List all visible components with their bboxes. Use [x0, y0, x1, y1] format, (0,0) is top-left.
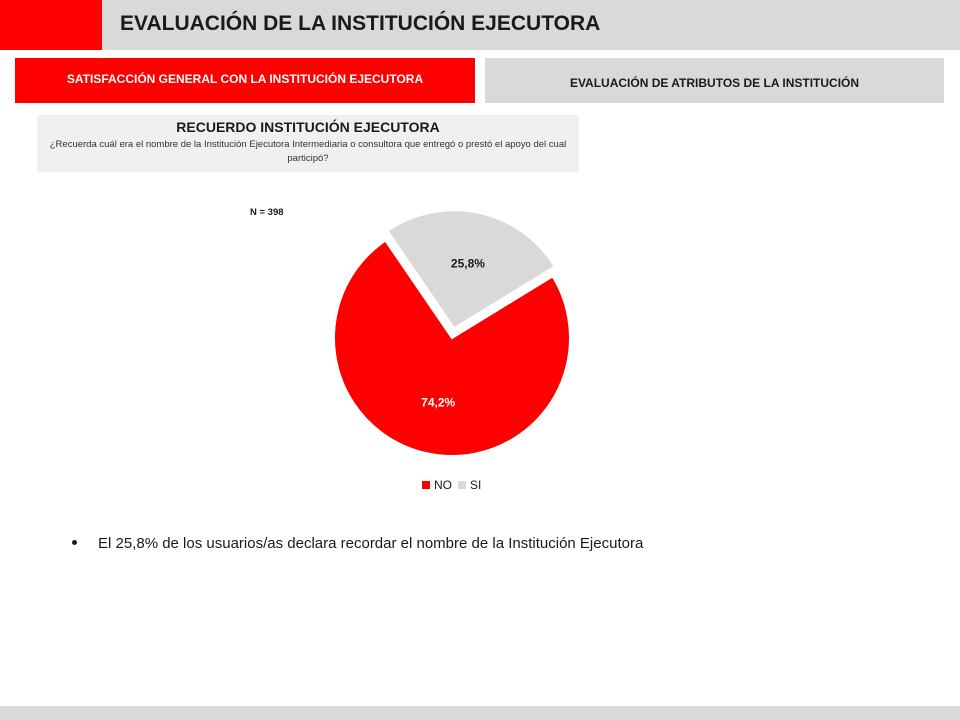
header-bar	[102, 0, 960, 50]
header-accent	[0, 0, 102, 50]
tab-evaluacion-atributos[interactable]: EVALUACIÓN DE ATRIBUTOS DE LA INSTITUCIÓ…	[485, 58, 944, 103]
question-title: RECUERDO INSTITUCIÓN EJECUTORA	[176, 119, 440, 135]
legend-swatch-no	[422, 481, 430, 489]
question-text: ¿Recuerda cuál era el nombre de la Insti…	[49, 139, 567, 164]
pie-slice-si	[386, 209, 557, 330]
chart-legend: NO SI	[422, 478, 487, 492]
sample-size-label: N = 398	[250, 207, 284, 218]
summary-bullet: El 25,8% de los usuarios/as declara reco…	[72, 535, 643, 552]
bullet-icon	[72, 539, 77, 545]
legend-item-si: SI	[458, 478, 481, 492]
pie-label-si: 25,8%	[451, 257, 485, 271]
legend-item-no: NO	[422, 478, 452, 492]
pie-slice-no	[333, 239, 571, 457]
pie-chart: 25,8% 74,2%	[333, 209, 571, 457]
legend-label-si: SI	[470, 478, 482, 492]
tab-satisfaccion-general[interactable]: SATISFACCIÓN GENERAL CON LA INSTITUCIÓN …	[15, 58, 475, 103]
legend-swatch-si	[458, 481, 466, 489]
footer-bar	[0, 706, 960, 720]
question-box: RECUERDO INSTITUCIÓN EJECUTORA ¿Recuerda…	[37, 115, 579, 172]
pie-label-no: 74,2%	[421, 396, 455, 410]
summary-text: El 25,8% de los usuarios/as declara reco…	[98, 535, 644, 552]
legend-label-no: NO	[434, 478, 452, 492]
page-title: EVALUACIÓN DE LA INSTITUCIÓN EJECUTORA	[120, 12, 601, 35]
